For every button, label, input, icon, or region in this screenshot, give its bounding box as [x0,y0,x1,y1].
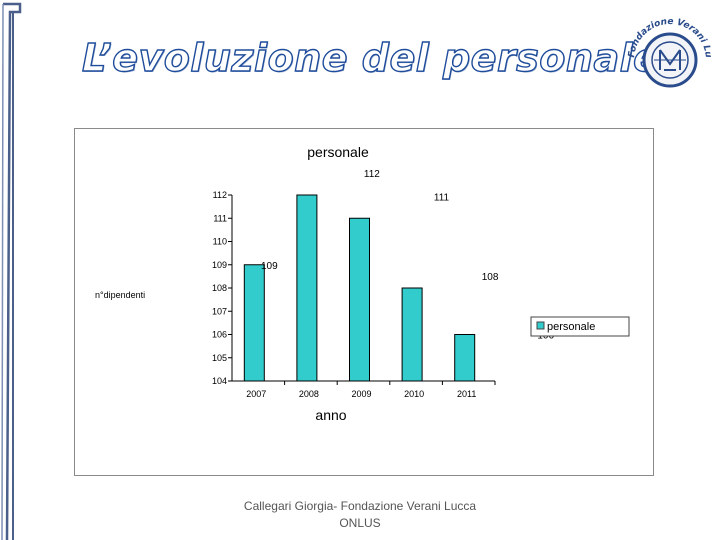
foundation-logo: Fondazione Verani Lucca [620,8,713,88]
y-tick-label: 112 [213,190,227,200]
bars [243,194,476,382]
y-tick-label: 109 [212,260,227,270]
legend-swatch [536,321,545,330]
x-tick-label: 2008 [299,389,319,399]
x-tick-label: 2011 [457,389,476,399]
bar-2011 [454,334,476,382]
slide-frame-decoration [1,2,22,540]
data-label-2009: 111 [434,192,450,203]
y-tick-label: 106 [212,330,227,340]
chart-title: personale [307,144,369,160]
x-axis-label: anno [315,407,346,423]
y-axis: 104 105 106 107 108 109 110 111 112 [212,190,233,386]
bar-2010 [401,287,423,382]
chart-container: personale n°dipendenti anno 104 105 106 107… [74,128,654,476]
y-axis-label: n°dipendenti [95,290,145,300]
slide-title: L’evoluzione del personale [81,35,660,80]
bar-2007 [243,264,265,382]
data-label-2007: 109 [261,261,278,272]
y-tick-label: 108 [212,283,227,293]
y-tick-label: 104 [212,376,227,386]
y-tick-label: 105 [212,353,227,363]
bar-2008 [296,194,318,382]
y-tick-label: 111 [213,213,227,223]
x-tick-label: 2007 [246,389,266,399]
x-tick-label: 2009 [351,389,371,399]
bar-2009 [349,217,370,382]
data-label-2010: 108 [482,272,499,283]
slide-footer: Callegari Giorgia- Fondazione Verani Luc… [243,499,477,530]
bar-chart: personale n°dipendenti anno 104 105 106 107… [95,144,630,423]
y-tick-label: 107 [212,306,227,316]
x-axis: 2007 2008 2009 2010 2011 [232,380,496,399]
x-tick-label: 2010 [404,389,424,399]
y-tick-label: 110 [213,237,227,247]
legend: personale [530,316,630,337]
data-label-2008: 112 [364,169,380,180]
legend-entry-personale: personale [547,321,595,333]
